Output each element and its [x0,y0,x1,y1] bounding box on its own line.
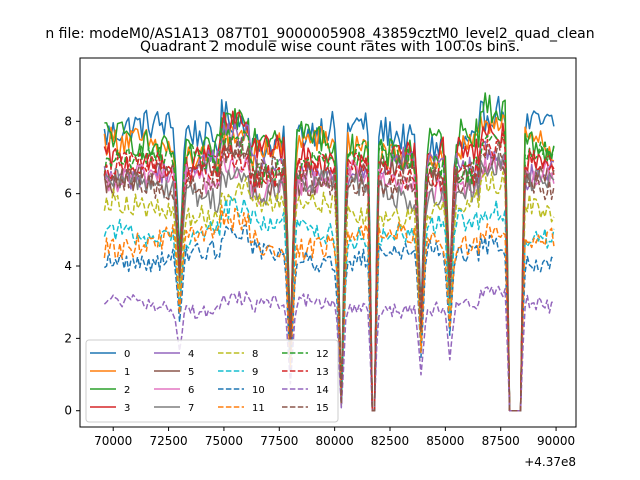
series-line-9 [103,196,555,412]
legend-label: 2 [124,385,130,396]
series-line-15 [103,137,555,412]
y-tick-label: 4 [64,259,72,273]
legend-label: 1 [124,367,130,378]
x-tick-label: 75000 [205,434,243,448]
x-tick-label: 77500 [260,434,298,448]
x-offset-label: +4.37e8 [524,455,576,469]
legend-label: 8 [252,349,258,360]
series-line-10 [103,223,555,412]
x-tick-label: 87500 [482,434,520,448]
x-tick-label: 70000 [94,434,132,448]
series-line-11 [103,204,555,412]
legend-label: 7 [188,403,194,414]
y-tick-label: 0 [64,404,72,418]
legend-label: 5 [188,367,194,378]
y-tick-label: 6 [64,187,72,201]
x-tick-label: 80000 [316,434,354,448]
legend-label: 11 [252,403,265,414]
series-layer [103,92,555,412]
y-tick-label: 2 [64,331,72,345]
legend-label: 6 [188,385,194,396]
y-tick-label: 8 [64,114,72,128]
chart-title: Quadrant 2 module wise count rates with … [140,39,520,55]
x-tick-label: 72500 [149,434,187,448]
y-axis: 0 2 4 6 8 [64,114,80,418]
legend-label: 9 [252,367,258,378]
x-tick-label: 82500 [371,434,409,448]
legend-label: 14 [316,385,329,396]
legend-label: 12 [316,349,329,360]
legend-label: 4 [188,349,194,360]
x-tick-label: 90000 [537,434,575,448]
chart-suptitle: n file: modeM0/AS1A13_087T01_9000005908_… [45,26,594,42]
x-axis: 70000 72500 75000 77500 80000 82500 85000 87500… [94,427,575,448]
x-tick-label: 85000 [426,434,464,448]
legend-label: 3 [124,403,130,414]
legend-label: 10 [252,385,265,396]
plot-frame [79,57,577,428]
series-line-8 [103,171,555,412]
legend-label: 15 [316,403,329,414]
legend-label: 13 [316,367,329,378]
legend-box [85,339,339,423]
legend-label: 0 [124,349,130,360]
